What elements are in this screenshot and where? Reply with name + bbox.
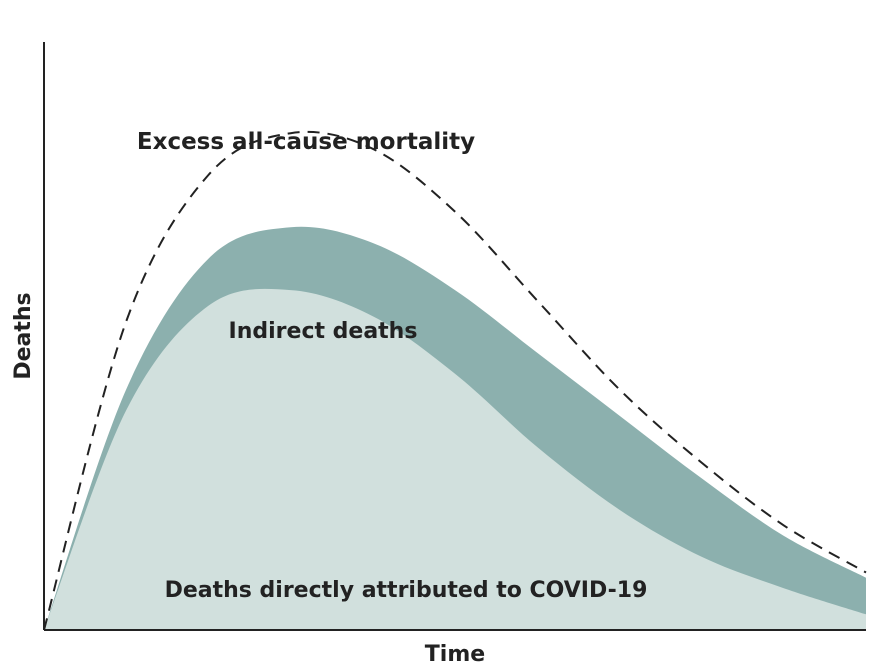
annotation-indirect-deaths: Indirect deaths [229, 319, 418, 344]
annotation-direct-covid-deaths: Deaths directly attributed to COVID-19 [165, 578, 648, 603]
direct-covid-deaths-area [44, 288, 866, 630]
annotation-excess-mortality: Excess all-cause mortality [137, 129, 475, 155]
y-axis-label: Deaths [11, 292, 36, 379]
excess-mortality-dashed-line [43, 130, 867, 631]
x-axis-label: Time [425, 642, 485, 667]
